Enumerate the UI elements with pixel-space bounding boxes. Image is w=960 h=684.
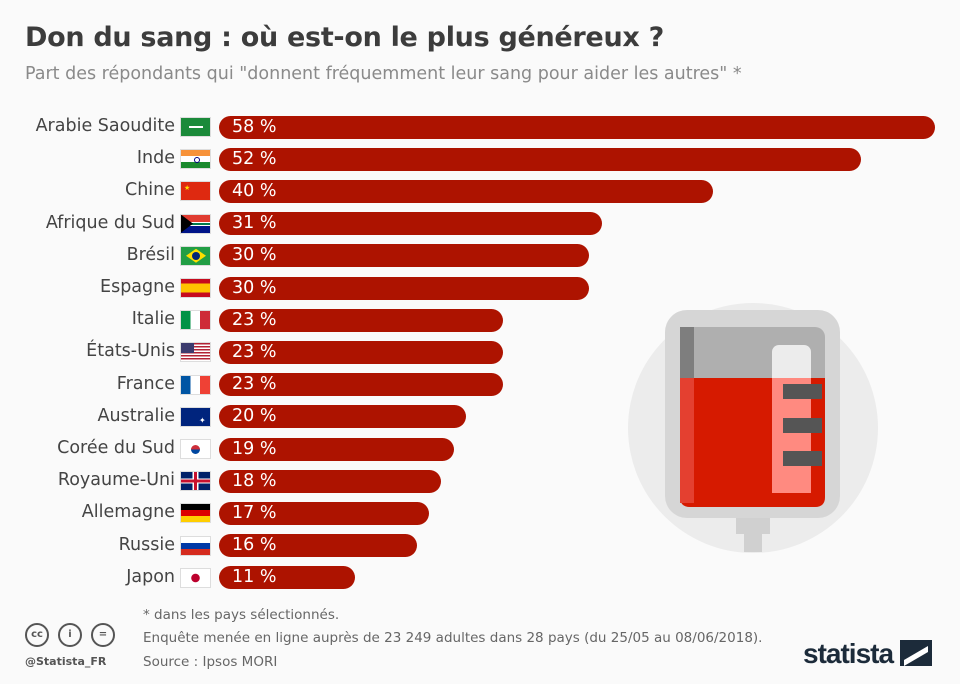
flag-india-icon <box>180 149 211 170</box>
country-label: Italie <box>131 309 175 330</box>
country-label: Australie <box>97 405 175 426</box>
flag-south-africa-icon <box>180 213 211 234</box>
country-label: Corée du Sud <box>57 438 175 458</box>
bar: 58 % <box>219 115 935 139</box>
data-label: 23 % <box>232 374 277 395</box>
bar: 23 % <box>219 373 503 397</box>
data-label: 31 % <box>232 213 277 234</box>
no-derivatives-icon[interactable]: = <box>91 623 115 647</box>
country-label: Inde <box>136 148 175 169</box>
bar: 20 % <box>219 405 466 429</box>
country-label: Chine <box>124 180 175 201</box>
data-label: 17 % <box>232 502 277 523</box>
bar: 23 % <box>219 340 503 364</box>
data-label: 20 % <box>232 406 277 427</box>
statista-logo[interactable]: statista <box>803 638 932 670</box>
bar: 23 % <box>219 308 503 332</box>
data-label: 18 % <box>232 470 277 491</box>
flag-usa-icon <box>180 342 211 363</box>
flag-saudi-arabia-icon <box>180 117 211 137</box>
data-label: 30 % <box>232 245 277 266</box>
country-label: Arabie Saoudite <box>35 116 175 136</box>
attribution-icon[interactable]: i <box>58 623 82 647</box>
bar: 16 % <box>219 534 417 558</box>
footnote: * dans les pays sélectionnés. <box>143 607 340 623</box>
flag-france-icon <box>180 374 211 395</box>
bar: 52 % <box>219 147 861 171</box>
cc-icon[interactable]: cc <box>25 623 49 647</box>
data-label: 23 % <box>232 341 277 362</box>
statista-logo-icon <box>899 640 932 666</box>
country-label: Espagne <box>100 277 175 297</box>
data-label: 30 % <box>232 277 277 298</box>
chart-title: Don du sang : où est-on le plus généreux… <box>25 22 664 53</box>
flag-spain-icon <box>180 278 211 298</box>
twitter-handle[interactable]: @Statista_FR <box>25 655 107 668</box>
flag-russia-icon <box>180 535 211 556</box>
bar: 18 % <box>219 469 442 493</box>
flag-australia-icon: ✦ <box>180 406 211 427</box>
flag-japan-icon <box>180 567 211 588</box>
country-label: France <box>116 373 175 394</box>
country-label: Brésil <box>126 244 175 265</box>
bar: 31 % <box>219 212 602 236</box>
data-label: 40 % <box>232 180 277 201</box>
data-label: 11 % <box>232 567 277 588</box>
source: Source : Ipsos MORI <box>143 654 278 670</box>
logo-text: statista <box>803 638 894 669</box>
data-label: 58 % <box>232 116 277 137</box>
data-label: 52 % <box>232 148 277 169</box>
survey-note: Enquête menée en ligne auprès de 23 249 … <box>143 630 763 646</box>
flag-china-icon: ★ <box>180 181 211 202</box>
country-label: États-Unis <box>86 341 175 362</box>
flag-italy-icon <box>180 310 211 331</box>
data-label: 19 % <box>232 438 277 459</box>
data-label: 23 % <box>232 309 277 330</box>
bar: 11 % <box>219 566 355 590</box>
bar: 19 % <box>219 437 454 461</box>
country-label: Japon <box>126 566 175 587</box>
data-label: 16 % <box>232 535 277 556</box>
country-label: Afrique du Sud <box>45 212 175 233</box>
flag-south-korea-icon <box>180 439 211 459</box>
bar: 17 % <box>219 501 429 525</box>
flag-uk-icon <box>180 471 211 492</box>
flag-brazil-icon <box>180 245 211 266</box>
country-label: Royaume-Uni <box>57 470 175 491</box>
chart-subtitle: Part des répondants qui "donnent fréquem… <box>25 64 742 84</box>
flag-germany-icon <box>180 503 211 524</box>
bar: 30 % <box>219 276 590 300</box>
country-label: Russie <box>118 534 175 555</box>
bar: 30 % <box>219 244 590 268</box>
country-label: Allemagne <box>81 502 175 523</box>
bar: 40 % <box>219 179 713 203</box>
